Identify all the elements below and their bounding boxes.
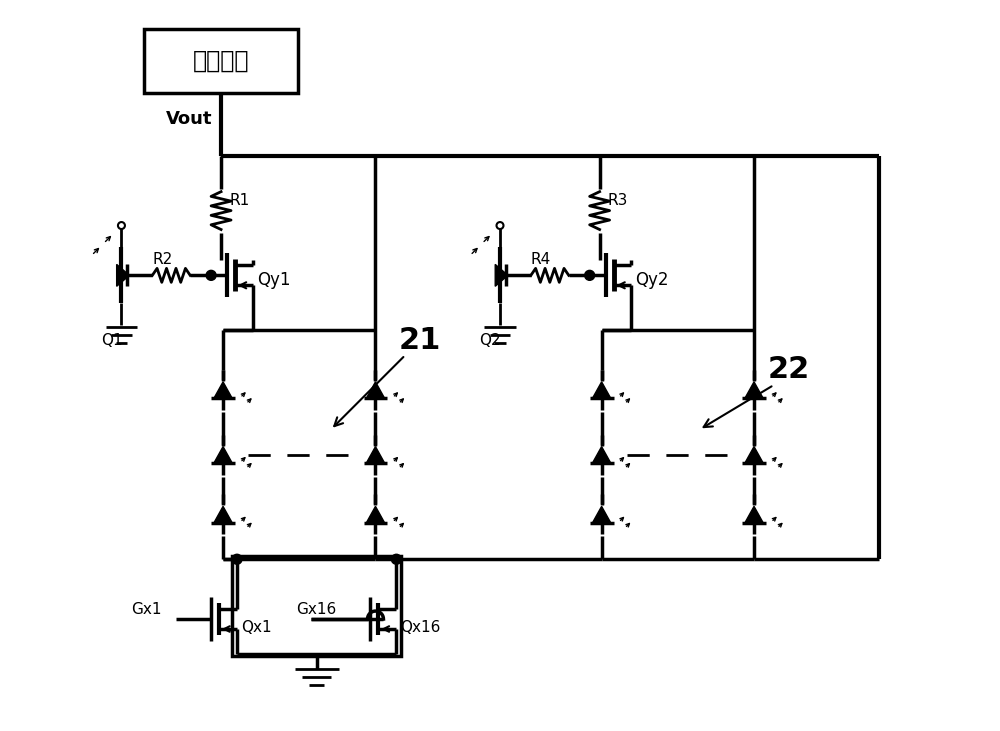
Text: 21: 21 bbox=[399, 325, 441, 355]
FancyBboxPatch shape bbox=[144, 29, 298, 93]
Text: 22: 22 bbox=[768, 355, 810, 385]
Text: Q1: Q1 bbox=[101, 333, 122, 348]
Circle shape bbox=[391, 554, 401, 564]
Polygon shape bbox=[214, 447, 232, 463]
Polygon shape bbox=[745, 447, 763, 463]
Text: Vout: Vout bbox=[166, 110, 213, 128]
Polygon shape bbox=[214, 382, 232, 398]
Polygon shape bbox=[117, 265, 129, 287]
Circle shape bbox=[206, 270, 216, 280]
Text: Gx1: Gx1 bbox=[131, 602, 162, 616]
Polygon shape bbox=[367, 382, 384, 398]
Polygon shape bbox=[367, 507, 384, 523]
Polygon shape bbox=[745, 382, 763, 398]
Polygon shape bbox=[214, 507, 232, 523]
Polygon shape bbox=[593, 447, 611, 463]
Text: Qx1: Qx1 bbox=[241, 619, 272, 635]
Bar bbox=[232, 556, 401, 656]
Polygon shape bbox=[593, 507, 611, 523]
Text: R4: R4 bbox=[531, 252, 551, 267]
Circle shape bbox=[232, 554, 242, 564]
Polygon shape bbox=[495, 265, 508, 287]
Polygon shape bbox=[367, 447, 384, 463]
Polygon shape bbox=[745, 507, 763, 523]
Text: Qy1: Qy1 bbox=[257, 271, 290, 289]
Text: Gx16: Gx16 bbox=[296, 602, 336, 616]
Text: R2: R2 bbox=[152, 252, 173, 267]
Text: 电源模块: 电源模块 bbox=[193, 49, 249, 73]
Circle shape bbox=[585, 270, 595, 280]
Polygon shape bbox=[593, 382, 611, 398]
Text: R1: R1 bbox=[229, 193, 249, 208]
Text: Qy2: Qy2 bbox=[635, 271, 669, 289]
Text: Qx16: Qx16 bbox=[400, 619, 441, 635]
Text: Q2: Q2 bbox=[479, 333, 501, 348]
Text: R3: R3 bbox=[608, 193, 628, 208]
